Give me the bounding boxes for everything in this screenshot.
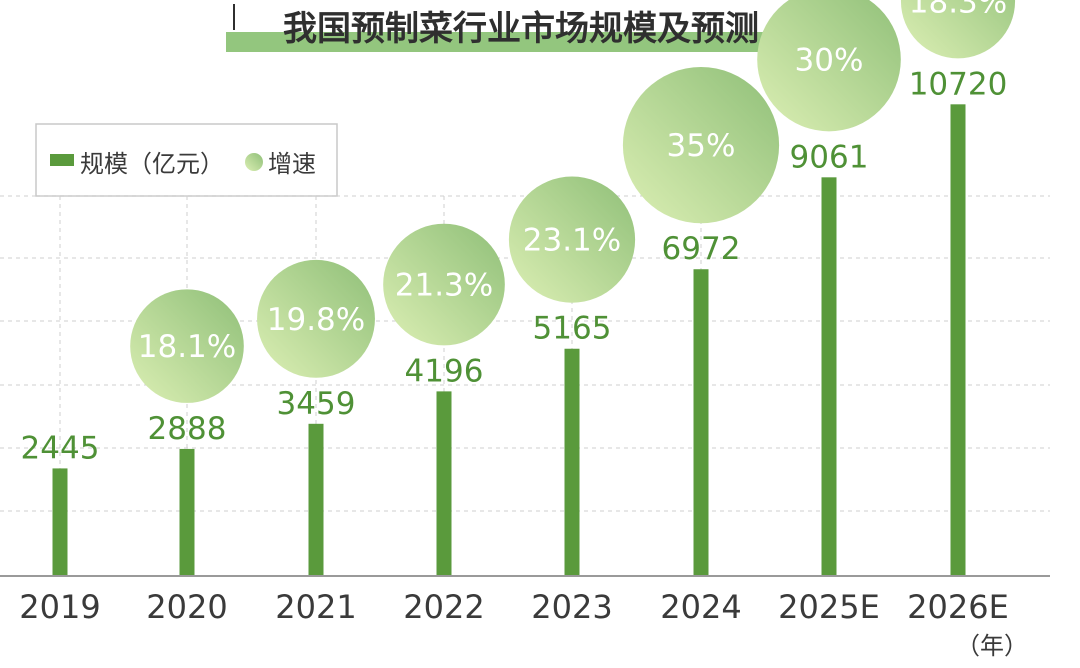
bar-value-label-2022: 4196 <box>405 353 484 389</box>
x-tick-label-2025E: 2025E <box>778 588 880 626</box>
bar-2022 <box>436 391 452 576</box>
x-tick-label-2026E: 2026E <box>907 588 1009 626</box>
growth-bubble-2024 <box>622 67 780 224</box>
legend-bar-label: 规模（亿元） <box>80 150 224 178</box>
bar-value-label-2023: 5165 <box>533 311 612 347</box>
title-highlight-band <box>226 32 818 52</box>
bubbles <box>130 0 1016 403</box>
bar-2023 <box>564 348 580 576</box>
growth-label-2020: 18.1% <box>138 329 236 365</box>
growth-label-2021: 19.8% <box>267 302 365 338</box>
bar-2021 <box>308 423 324 576</box>
x-tick-label-2021: 2021 <box>275 588 356 626</box>
bar-value-label-2020: 2888 <box>148 411 227 447</box>
legend: 规模（亿元） 增速 <box>35 123 338 197</box>
growth-label-2023: 23.1% <box>523 223 621 259</box>
growth-label-2026E: 18.3% <box>909 0 1007 20</box>
growth-bubble-2020 <box>130 289 244 403</box>
growth-bubble-2022 <box>383 223 505 346</box>
growth-bubble-2026E <box>900 0 1016 59</box>
grid <box>0 195 1050 576</box>
chart-title-banner: 我国预制菜行业市场规模及预测 <box>226 4 818 52</box>
legend-bubble-label: 增速 <box>268 150 316 178</box>
bar-2025E <box>821 177 837 577</box>
growth-label-2025E: 30% <box>795 43 864 79</box>
bar-value-label-2026E: 10720 <box>909 66 1008 102</box>
x-tick-label-2022: 2022 <box>403 588 484 626</box>
bars <box>52 104 966 577</box>
growth-bubble-2025E <box>757 0 901 132</box>
bar-2019 <box>52 468 68 576</box>
growth-bubble-2021 <box>257 259 375 378</box>
x-axis-unit-label: （年） <box>956 632 1028 660</box>
chart-title: 我国预制菜行业市场规模及预测 <box>283 9 759 49</box>
x-tick-label-2024: 2024 <box>660 588 741 626</box>
bar-value-label-2021: 3459 <box>277 386 356 422</box>
bar-2020 <box>179 448 195 576</box>
growth-label-2024: 35% <box>667 128 736 164</box>
bar-value-label-2024: 6972 <box>662 231 741 267</box>
growth-label-2022: 21.3% <box>395 268 493 304</box>
legend-bubble-swatch <box>245 153 263 171</box>
legend-bar-swatch <box>50 154 74 166</box>
growth-bubble-2023 <box>508 176 636 303</box>
x-tick-label-2020: 2020 <box>146 588 227 626</box>
value-labels: 2445 2888 18.1% 3459 19.8% 4196 21.3% 5165 23.1%… <box>21 0 1008 466</box>
bar-value-label-2025E: 9061 <box>790 139 869 175</box>
bar-value-label-2019: 2445 <box>21 430 100 466</box>
bar-2024 <box>693 269 709 576</box>
x-tick-label-2023: 2023 <box>531 588 612 626</box>
bar-2026E <box>950 104 966 576</box>
x-axis: 2019 2020 2021 2022 2023 2024 2025E 2026E <box>0 575 1050 626</box>
x-tick-label-2019: 2019 <box>19 588 100 626</box>
